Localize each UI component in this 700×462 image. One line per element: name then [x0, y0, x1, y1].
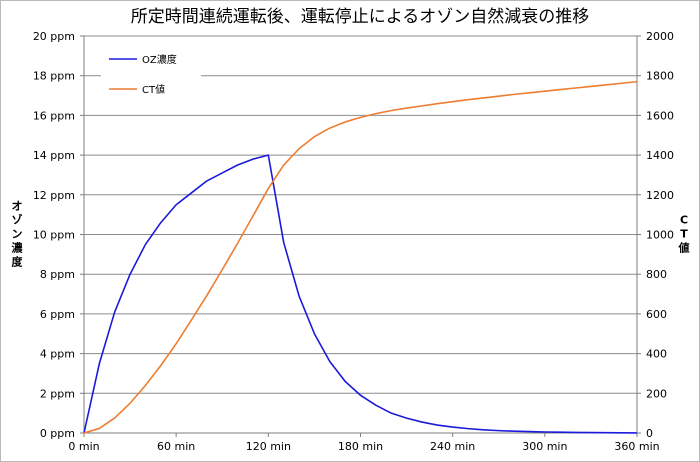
y-left-tick-label: 12 ppm — [33, 189, 75, 202]
grid-layer — [84, 35, 637, 434]
y-left-tick-label: 20 ppm — [33, 30, 75, 43]
x-tick-label: 360 min — [614, 440, 659, 453]
axis-layer — [80, 35, 641, 437]
y-right-tick-label: 200 — [646, 387, 667, 400]
y-right-tick-label: 1200 — [646, 189, 674, 202]
y-right-tick-label: 0 — [646, 427, 653, 440]
y-left-tick-label: 18 ppm — [33, 70, 75, 83]
y-right-tick-label: 400 — [646, 348, 667, 361]
y-left-tick-label: 4 ppm — [40, 348, 75, 361]
y-left-tick-label: 8 ppm — [40, 268, 75, 281]
x-tick-label: 300 min — [522, 440, 567, 453]
legend: OZ濃度 CT値 — [101, 37, 201, 109]
y-left-tick-label: 10 ppm — [33, 229, 75, 242]
x-tick-label: 180 min — [338, 440, 383, 453]
y-left-tick-label: 6 ppm — [40, 308, 75, 321]
y-right-tick-label: 1800 — [646, 70, 674, 83]
y-left-tick-label: 0 ppm — [40, 427, 75, 440]
y-right-tick-label: 600 — [646, 308, 667, 321]
y-right-tick-label: 1400 — [646, 149, 674, 162]
legend-label-2: CT値 — [142, 83, 165, 96]
legend-background — [101, 37, 201, 109]
series-line-2 — [83, 80, 638, 434]
y-left-tick-label: 16 ppm — [33, 109, 75, 122]
y-right-tick-label: 1600 — [646, 109, 674, 122]
y-right-tick-label: 800 — [646, 268, 667, 281]
y-left-tick-label: 14 ppm — [33, 149, 75, 162]
series-line-1 — [83, 154, 638, 434]
y-left-axis-title: オゾン濃度 — [12, 200, 24, 269]
label-layer: 0 ppm 2 ppm 4 ppm 6 ppm 8 ppm 10 ppm 12 ppm 14 … — [12, 30, 690, 453]
x-tick-label: 120 min — [246, 440, 291, 453]
x-tick-label: 0 min — [68, 440, 99, 453]
y-right-tick-label: 1000 — [646, 229, 674, 242]
x-tick-label: 60 min — [157, 440, 195, 453]
series-layer — [83, 80, 638, 434]
y-right-tick-label: 2000 — [646, 30, 674, 43]
y-left-tick-label: 2 ppm — [40, 387, 75, 400]
legend-label-1: OZ濃度 — [142, 53, 177, 66]
x-tick-label: 240 min — [430, 440, 475, 453]
chart-title: 所定時間連続運転後、運転停止によるオゾン自然減衰の推移 — [131, 7, 590, 27]
